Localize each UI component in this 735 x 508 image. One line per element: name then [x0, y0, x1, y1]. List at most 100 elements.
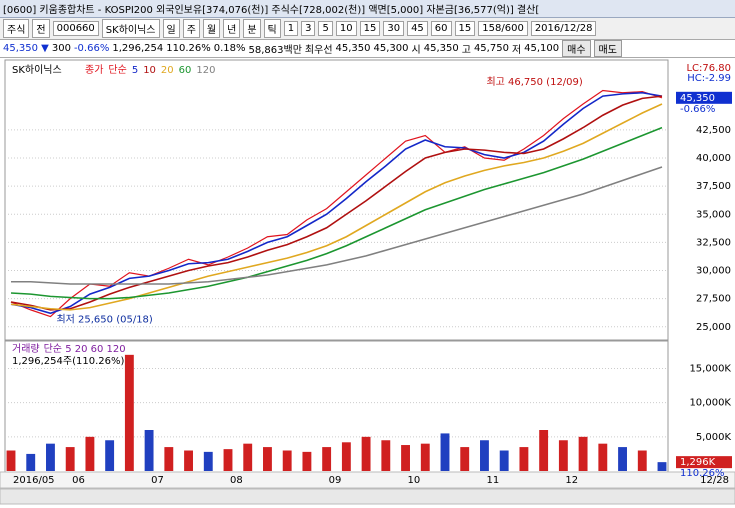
toolbar-button[interactable]: 월 [202, 19, 221, 38]
chart: 25,000 27,500 30,000 32,500 35,000 37,500 40,0… [0, 59, 735, 505]
volume-bar [558, 440, 568, 471]
toolbar-button[interactable]: 주식 [3, 19, 30, 38]
price-line [10, 91, 663, 315]
x-tick-label: 10 [408, 475, 421, 486]
volume-bar [519, 447, 529, 471]
volume-bar [322, 447, 332, 471]
volume-bar [203, 451, 213, 471]
x-tick-label: 11 [486, 475, 499, 486]
quote-field: 1,296,254 [112, 43, 164, 54]
volume-bar [381, 440, 391, 471]
quote-field: 45,300 [373, 43, 409, 54]
y-tick-label: 30,000 [696, 266, 731, 277]
scrollbar [0, 488, 735, 505]
volume-bar [302, 451, 312, 471]
volume-bar [184, 450, 193, 471]
volume-bar [223, 449, 233, 471]
quote-field: -0.66% [73, 43, 110, 54]
toolbar-button[interactable]: 년 [223, 19, 241, 38]
quote-field: 시 [411, 45, 421, 56]
volume-bar [26, 453, 36, 471]
y-tick-label: 35,000 [696, 209, 731, 220]
toolbar-button[interactable]: 60 [430, 21, 452, 36]
volume-bar [124, 354, 134, 471]
volume-bar [440, 433, 450, 471]
toolbar-button[interactable]: 5 [318, 21, 333, 36]
quote-field: 고 [461, 45, 471, 56]
x-tick-label: 2016/05 [13, 475, 55, 486]
toolbar-button[interactable]: 3 [301, 21, 316, 36]
quote-bar: 45,350 ▼ 300 -0.66% 1,296,254 110.26% 0.18% 58… [0, 40, 735, 58]
quote-field: 300 [51, 43, 71, 54]
volume-subtitle: 1,296,254주(110.26%) [12, 356, 124, 367]
legend-entry: 120 [196, 65, 215, 76]
volume-bar [499, 450, 509, 471]
annotation: 최고 46,750 (12/09) [486, 76, 582, 88]
toolbar-button[interactable]: 1 [283, 21, 299, 36]
x-tick-label: 07 [151, 475, 164, 486]
volume-bar [401, 445, 410, 471]
toolbar-button[interactable]: 45 [407, 21, 428, 36]
legend-label: 단순 [108, 64, 126, 76]
last-price-label: 1,296K [680, 457, 716, 468]
quote-field: 58,863백만 [248, 45, 302, 56]
last-price-label: 45,350 [680, 93, 715, 104]
title-bar: [0600] 키움종합차트 - KOSPI200 외국인보유[374,076(천… [0, 0, 735, 18]
toolbar-button[interactable]: 15 [359, 21, 381, 36]
volume-bar [105, 440, 115, 471]
volume-bar [578, 436, 588, 471]
toolbar-button[interactable]: 15 [454, 21, 476, 36]
volume-bar [164, 447, 174, 471]
volume-bar [282, 450, 292, 471]
quote-field: 저 [511, 45, 522, 56]
order-button[interactable]: 매수 [562, 40, 591, 57]
corner-label: HC:-2.99 [687, 73, 731, 84]
quote-field: 45,350 ▼ [3, 43, 49, 54]
y-tick-label: 10,000K [689, 398, 731, 409]
volume-bar [263, 447, 272, 471]
y-tick-label: 37,500 [696, 181, 731, 192]
legend-entry: 60 [179, 65, 192, 76]
quote-field: 최우선 [304, 45, 333, 56]
toolbar-button[interactable]: 일 [162, 19, 180, 38]
toolbar-button[interactable]: 주 [182, 19, 200, 38]
legend-entry: 5 [132, 65, 138, 76]
x-tick-label: 08 [230, 475, 243, 486]
last-change: -0.66% [680, 104, 715, 115]
corner-label: LC:76.80 [686, 63, 731, 74]
toolbar: 주식 전 000660 SK하이닉스 일 주 월 년 분 틱 1 3 5 10 15 30 45 60 15 158/… [0, 18, 735, 40]
toolbar-button[interactable]: 000660 [52, 21, 99, 36]
volume-bar [243, 443, 253, 471]
price-line [10, 95, 663, 311]
toolbar-button[interactable]: 30 [383, 21, 405, 36]
quote-field: 45,350 [335, 43, 371, 54]
order-button[interactable]: 매도 [593, 40, 622, 57]
last-change: 110.26% [680, 468, 725, 479]
toolbar-button[interactable]: SK하이닉스 [101, 19, 160, 38]
volume-bar [539, 430, 549, 471]
toolbar-button[interactable]: 틱 [263, 19, 281, 38]
x-tick-label: 09 [329, 475, 342, 486]
toolbar-button[interactable]: 분 [243, 19, 261, 38]
x-axis-band [0, 471, 735, 489]
quote-field: 110.26% [166, 43, 211, 54]
toolbar-button[interactable]: 전 [32, 19, 50, 38]
y-tick-label: 15,000K [689, 364, 731, 375]
window-title: [0600] 키움종합차트 - KOSPI200 외국인보유[374,076(천… [3, 5, 540, 16]
volume-bar [144, 430, 154, 471]
legend-entry: 20 [161, 65, 174, 76]
volume-legend: 단순 5 20 60 120 [44, 343, 126, 355]
volume-bar [341, 442, 351, 471]
y-tick-label: 27,500 [696, 294, 731, 305]
volume-title: 거래량 [12, 343, 40, 355]
toolbar-button[interactable]: 2016/12/28 [530, 21, 597, 36]
volume-bar [598, 443, 608, 471]
volume-bar [85, 436, 95, 471]
annotation: 최저 25,650 (05/18) [56, 313, 152, 325]
quote-field: 45,750 [473, 43, 509, 54]
toolbar-button[interactable]: 158/600 [478, 21, 528, 36]
volume-bar [361, 436, 371, 471]
price-line [10, 126, 663, 300]
volume-bar [637, 450, 647, 471]
toolbar-button[interactable]: 10 [335, 21, 357, 36]
